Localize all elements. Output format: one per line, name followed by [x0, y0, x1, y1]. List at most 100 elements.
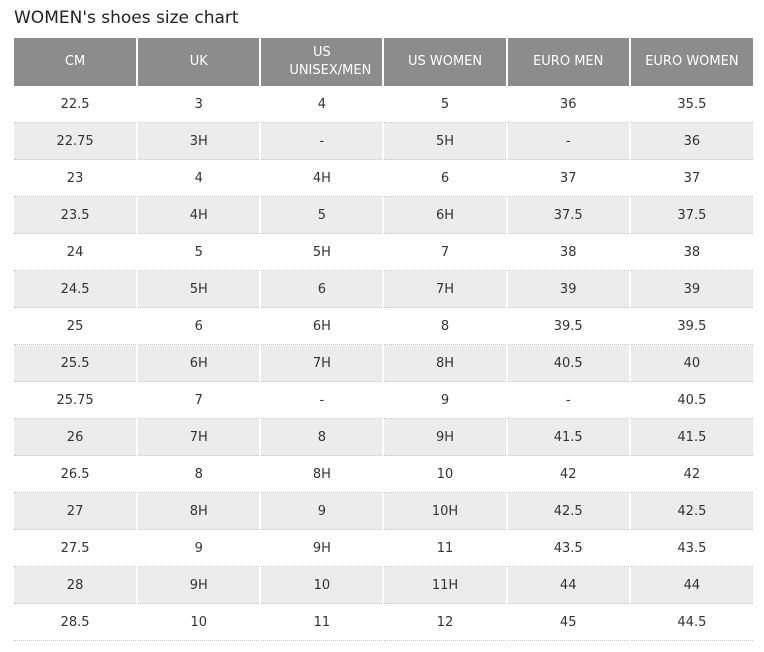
- table-cell: 24: [14, 233, 138, 271]
- table-cell: 25.5: [14, 344, 138, 382]
- table-cell: 3: [136, 86, 261, 123]
- table-cell: 6: [259, 270, 384, 308]
- table-cell: 4H: [136, 196, 261, 234]
- table-cell: 9: [136, 529, 261, 567]
- table-cell: 5H: [136, 270, 261, 308]
- table-cell: 6: [382, 159, 507, 197]
- table-cell: 6H: [259, 307, 384, 345]
- table-cell: 41.5: [628, 418, 753, 456]
- table-cell: 7: [382, 233, 507, 271]
- table-row: 27 8H 9 10H 42.5 42.5: [14, 492, 753, 530]
- table-row: 23 4 4H 6 37 37: [14, 159, 753, 197]
- table-cell: 42.5: [628, 492, 753, 530]
- table-cell: 36: [505, 86, 630, 123]
- table-row: 22.75 3H -5H -36: [14, 122, 753, 160]
- table-cell: 8: [136, 455, 261, 493]
- table-cell: 23.5: [14, 196, 138, 234]
- column-header: US UNISEX/MEN: [259, 38, 384, 86]
- table-cell: 42: [628, 455, 753, 493]
- table-cell: 7H: [259, 344, 384, 382]
- table-cell: 9H: [136, 566, 261, 604]
- table-cell: 38: [505, 233, 630, 271]
- table-row: 24 5 5H 7 38 38: [14, 233, 753, 271]
- table-cell: 39.5: [628, 307, 753, 345]
- table-cell: 8H: [382, 344, 507, 382]
- table-cell: 40: [628, 344, 753, 382]
- table-row: 24.5 5H 6 7H 39 39: [14, 270, 753, 308]
- size-table: CM UK US UNISEX/MEN US WOMEN EURO MEN EURO WO…: [14, 38, 753, 641]
- table-cell: 27.5: [14, 529, 138, 567]
- table-cell: 10: [136, 603, 261, 641]
- table-cell: 10H: [382, 492, 507, 530]
- table-cell: 24.5: [14, 270, 138, 308]
- table-cell: 7H: [136, 418, 261, 456]
- table-cell: -: [505, 381, 630, 419]
- table-cell: 5H: [259, 233, 384, 271]
- table-cell: 10: [259, 566, 384, 604]
- title: WOMEN's shoes size chart: [14, 8, 239, 28]
- table-cell: 3H: [136, 122, 261, 160]
- table-cell: 11: [382, 529, 507, 567]
- table-cell: 39.5: [505, 307, 630, 345]
- column-header: CM: [14, 38, 138, 86]
- table-cell: 43.5: [505, 529, 630, 567]
- table-body: 22.5 3 4 5 36 35.5 22.75 3H -5H -36 23 4 4H 6 37 37 23.5…: [14, 86, 753, 641]
- table-cell: 44: [505, 566, 630, 604]
- table-cell: 6H: [136, 344, 261, 382]
- table-row: 26 7H 8 9H 41.5 41.5: [14, 418, 753, 456]
- table-cell: 8H: [136, 492, 261, 530]
- table-row: 25.75 7-9-40.5: [14, 381, 753, 419]
- table-cell: 44.5: [628, 603, 753, 641]
- table-cell: 6H: [382, 196, 507, 234]
- table-cell: 35.5: [628, 86, 753, 123]
- column-header: EURO WOMEN: [628, 38, 753, 86]
- header-row: CM UK US UNISEX/MEN US WOMEN EURO MEN EURO WO…: [14, 38, 753, 86]
- table-cell: 5: [382, 86, 507, 123]
- table-cell: 37: [628, 159, 753, 197]
- table-cell: 10: [382, 455, 507, 493]
- table-cell: 9: [259, 492, 384, 530]
- table-cell: 44: [628, 566, 753, 604]
- table-cell: 40.5: [628, 381, 753, 419]
- table-cell: 28.5: [14, 603, 138, 641]
- table-cell: 28: [14, 566, 138, 604]
- table-cell: 5H: [382, 122, 507, 160]
- column-header: US WOMEN: [382, 38, 507, 86]
- table-cell: 8H: [259, 455, 384, 493]
- table-cell: 25.75: [14, 381, 138, 419]
- table-cell: 39: [628, 270, 753, 308]
- table-row: 26.5 8 8H 10 42 42: [14, 455, 753, 493]
- table-cell: 22.75: [14, 122, 138, 160]
- table-cell: 40.5: [505, 344, 630, 382]
- table-cell: 8: [259, 418, 384, 456]
- column-header: UK: [136, 38, 261, 86]
- table-cell: 11: [259, 603, 384, 641]
- table-row: 25 6 6H 8 39.5 39.5: [14, 307, 753, 345]
- table-cell: 26.5: [14, 455, 138, 493]
- table-cell: 5: [136, 233, 261, 271]
- table-cell: 22.5: [14, 86, 138, 123]
- table-cell: -: [505, 122, 630, 160]
- table-row: 25.5 6H 7H 8H 40.5 40: [14, 344, 753, 382]
- table-cell: 9H: [259, 529, 384, 567]
- table-cell: 9: [382, 381, 507, 419]
- table-cell: 11H: [382, 566, 507, 604]
- table-cell: 37.5: [505, 196, 630, 234]
- table-cell: 39: [505, 270, 630, 308]
- table-cell: 4: [136, 159, 261, 197]
- table-cell: 6: [136, 307, 261, 345]
- table-row: 22.5 3 4 5 36 35.5: [14, 86, 753, 123]
- table-row: 23.5 4H 5 6H 37.5 37.5: [14, 196, 753, 234]
- table-row: 28 9H 10 11H 44 44: [14, 566, 753, 604]
- table-cell: -: [259, 381, 384, 419]
- table-cell: 23: [14, 159, 138, 197]
- table-header: CM UK US UNISEX/MEN US WOMEN EURO MEN EURO WO…: [14, 38, 753, 86]
- table-row: 28.5 10 11 12 45 44.5: [14, 603, 753, 641]
- table-cell: 42: [505, 455, 630, 493]
- table-cell: 36: [628, 122, 753, 160]
- table-cell: 7H: [382, 270, 507, 308]
- table-cell: 41.5: [505, 418, 630, 456]
- table-cell: 5: [259, 196, 384, 234]
- table-cell: 43.5: [628, 529, 753, 567]
